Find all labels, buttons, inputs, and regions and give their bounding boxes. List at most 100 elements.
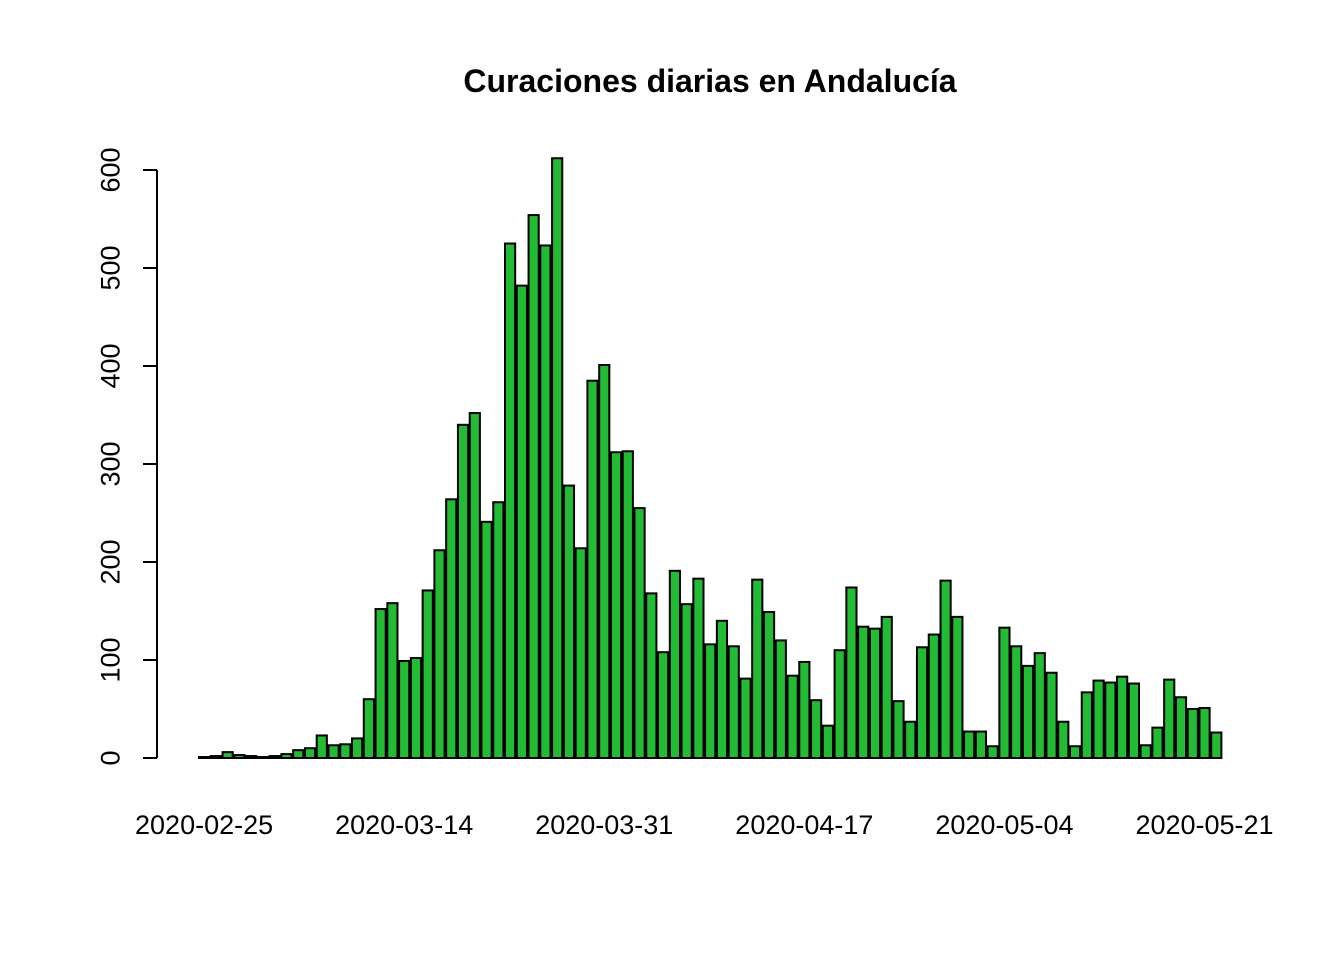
- bar: [598, 364, 611, 759]
- bar: [292, 749, 305, 759]
- y-axis: 0 100 200 300 400 500 600: [95, 147, 158, 766]
- bar: [233, 754, 246, 759]
- bar: [904, 720, 917, 759]
- bar: [880, 615, 893, 759]
- bar: [1186, 708, 1199, 759]
- bar: [939, 579, 952, 759]
- bar: [1057, 720, 1070, 759]
- bar: [645, 592, 658, 759]
- bar: [445, 498, 458, 759]
- bar: [1127, 682, 1140, 760]
- bar: [456, 423, 470, 759]
- bar: [209, 755, 222, 759]
- bar: [1033, 652, 1046, 760]
- bar: [468, 412, 481, 759]
- bar: [586, 379, 599, 759]
- bar: [868, 627, 882, 760]
- x-tick-label: 2020-03-14: [335, 810, 473, 840]
- bar: [574, 547, 587, 760]
- bar: [727, 645, 740, 760]
- bar: [774, 639, 787, 760]
- bar: [998, 626, 1011, 759]
- bar: [692, 577, 705, 759]
- bar: [303, 747, 317, 760]
- bar: [1045, 671, 1058, 759]
- x-tick-label: 2020-04-17: [735, 810, 873, 840]
- bar: [374, 608, 387, 759]
- bar: [798, 660, 811, 760]
- bar: [1068, 745, 1082, 759]
- bar: [351, 737, 364, 760]
- bar: [821, 724, 834, 759]
- bar: [1116, 675, 1129, 759]
- x-tick-label: 2020-02-25: [135, 810, 273, 840]
- bar: [1104, 681, 1117, 759]
- bar: [951, 615, 964, 759]
- bar: [527, 214, 540, 759]
- bar: [480, 520, 493, 759]
- bar: [256, 756, 270, 760]
- bar: [280, 753, 293, 760]
- bar: [1174, 696, 1188, 759]
- bar: [198, 756, 211, 760]
- bar: [833, 649, 846, 760]
- bars: [198, 157, 1223, 760]
- bar: [762, 610, 776, 759]
- bar: [1139, 744, 1152, 760]
- bar: [539, 244, 552, 759]
- bar: [621, 450, 634, 759]
- y-tick-label: 100: [95, 637, 125, 682]
- bar: [1080, 691, 1093, 760]
- bar: [504, 242, 517, 759]
- bar: [1198, 707, 1211, 760]
- bar: [963, 730, 976, 759]
- bar: [657, 651, 670, 759]
- bar: [398, 659, 411, 759]
- bar: [1163, 678, 1176, 759]
- bar: [704, 643, 717, 760]
- y-tick-label: 600: [95, 147, 125, 192]
- bar: [339, 743, 352, 760]
- bar: [915, 646, 929, 760]
- bar: [927, 633, 940, 760]
- bar: [1021, 664, 1035, 760]
- bar: [810, 699, 823, 759]
- bar: [786, 674, 799, 759]
- bar: [892, 700, 905, 759]
- bar: [315, 734, 328, 760]
- x-tick-label: 2020-05-04: [935, 810, 1073, 840]
- bar: [409, 657, 423, 759]
- y-tick-label: 400: [95, 343, 125, 388]
- x-axis-labels: 2020-02-25 2020-03-14 2020-03-31 2020-04-17…: [135, 810, 1274, 840]
- bar: [986, 745, 999, 759]
- bar: [362, 698, 375, 760]
- bar: [680, 603, 693, 760]
- y-tick-label: 0: [95, 750, 125, 765]
- bar: [221, 751, 234, 759]
- bar: [1010, 645, 1023, 760]
- bar: [857, 625, 870, 759]
- bar: [715, 619, 729, 759]
- bar: [633, 507, 646, 759]
- bar: [386, 602, 399, 759]
- bar: [433, 549, 446, 759]
- x-tick-label: 2020-05-21: [1135, 810, 1273, 840]
- y-tick-label: 300: [95, 441, 125, 486]
- bar: [421, 589, 434, 759]
- bar: [668, 569, 681, 759]
- bar: [974, 730, 987, 759]
- bar: [845, 586, 858, 759]
- bar: [551, 157, 564, 760]
- bar: [492, 501, 505, 759]
- bar: [562, 484, 576, 759]
- bar: [1210, 731, 1223, 760]
- bar: [268, 755, 281, 759]
- y-tick-label: 200: [95, 539, 125, 584]
- bar: [245, 755, 258, 759]
- y-tick-label: 500: [95, 245, 125, 290]
- bar: [1092, 679, 1105, 760]
- bar: [515, 284, 528, 759]
- bar: [327, 744, 340, 760]
- bar: [739, 677, 752, 759]
